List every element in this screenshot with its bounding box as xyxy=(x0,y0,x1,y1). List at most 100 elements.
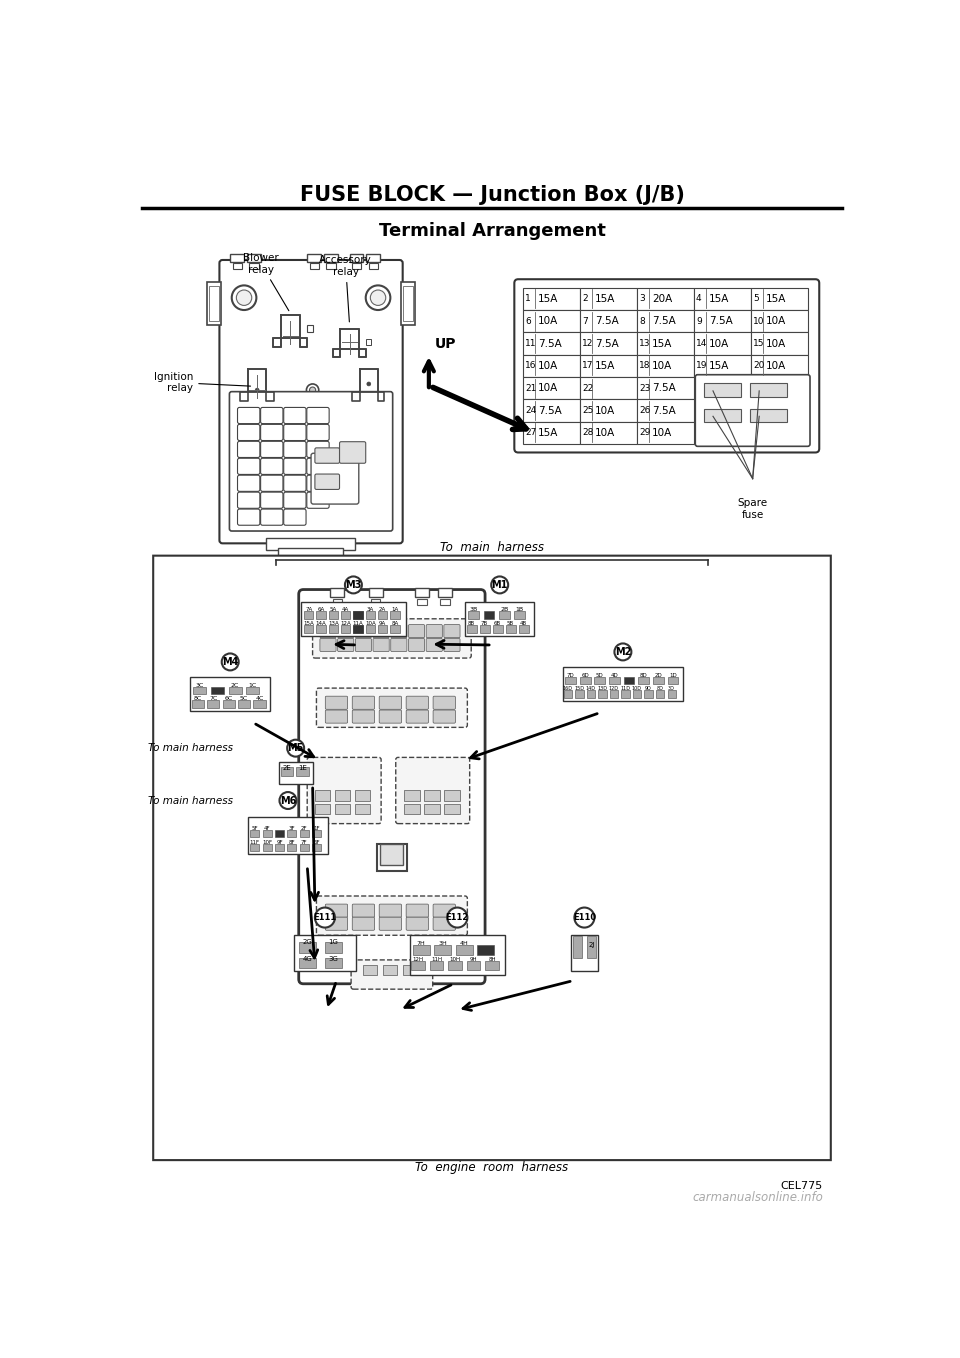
Text: 7C: 7C xyxy=(209,697,218,701)
Circle shape xyxy=(614,644,632,660)
FancyBboxPatch shape xyxy=(695,375,810,447)
Bar xyxy=(355,804,371,815)
FancyBboxPatch shape xyxy=(379,697,401,709)
Bar xyxy=(523,399,580,422)
Text: 7A: 7A xyxy=(305,607,312,612)
Text: 2G: 2G xyxy=(302,940,312,945)
Text: 7.5A: 7.5A xyxy=(652,383,676,394)
Bar xyxy=(636,399,694,422)
Polygon shape xyxy=(274,315,307,348)
Text: 15A: 15A xyxy=(595,361,615,371)
FancyBboxPatch shape xyxy=(260,475,283,492)
FancyBboxPatch shape xyxy=(311,454,359,504)
Text: 5: 5 xyxy=(753,295,758,303)
Text: 11D: 11D xyxy=(620,686,630,691)
Bar xyxy=(418,599,426,604)
Text: 15A: 15A xyxy=(652,338,673,349)
Text: 3A: 3A xyxy=(367,607,374,612)
Circle shape xyxy=(309,387,316,394)
Text: 3B: 3B xyxy=(469,607,478,612)
Bar xyxy=(750,383,787,397)
Bar xyxy=(297,767,309,775)
Text: 6: 6 xyxy=(525,316,531,326)
Text: 4D: 4D xyxy=(611,672,618,678)
Bar xyxy=(287,830,297,838)
Text: 6A: 6A xyxy=(318,607,324,612)
FancyBboxPatch shape xyxy=(351,960,433,989)
FancyBboxPatch shape xyxy=(284,441,306,458)
Text: 9: 9 xyxy=(696,316,702,326)
Bar xyxy=(378,625,387,633)
FancyBboxPatch shape xyxy=(315,448,340,463)
Bar xyxy=(372,599,380,604)
FancyBboxPatch shape xyxy=(260,458,283,474)
Text: 22: 22 xyxy=(582,384,593,392)
Text: 15A: 15A xyxy=(539,293,559,304)
Text: 10F: 10F xyxy=(262,839,273,845)
Bar xyxy=(367,254,380,262)
Bar xyxy=(251,830,259,838)
Bar xyxy=(324,957,342,968)
Bar xyxy=(366,625,375,633)
Bar xyxy=(275,843,284,851)
Text: 10A: 10A xyxy=(766,316,786,326)
Text: 8H: 8H xyxy=(489,957,495,963)
Text: CEL775: CEL775 xyxy=(780,1181,823,1191)
Bar xyxy=(523,422,580,444)
FancyBboxPatch shape xyxy=(570,934,598,971)
Text: 10A: 10A xyxy=(365,621,375,626)
Bar xyxy=(667,690,676,698)
FancyBboxPatch shape xyxy=(317,689,468,728)
Bar xyxy=(324,254,338,262)
Text: 1F: 1F xyxy=(313,826,320,831)
Bar xyxy=(369,588,383,598)
Text: 16: 16 xyxy=(525,361,537,371)
Bar xyxy=(335,804,350,815)
Text: 5D: 5D xyxy=(596,672,604,678)
Text: To main harness: To main harness xyxy=(148,796,232,805)
Text: 23: 23 xyxy=(639,384,651,392)
Bar xyxy=(383,966,396,975)
Bar xyxy=(480,625,490,633)
Text: Ignition
relay: Ignition relay xyxy=(154,372,251,394)
Text: 10A: 10A xyxy=(539,316,559,326)
FancyBboxPatch shape xyxy=(426,625,443,638)
Text: 9D: 9D xyxy=(645,686,652,691)
Text: 3D: 3D xyxy=(668,686,675,691)
Bar xyxy=(230,254,244,262)
Text: 10: 10 xyxy=(753,316,764,326)
Circle shape xyxy=(222,653,239,671)
Circle shape xyxy=(345,576,362,593)
Bar xyxy=(636,378,694,399)
Bar xyxy=(580,422,636,444)
FancyBboxPatch shape xyxy=(237,509,260,526)
FancyBboxPatch shape xyxy=(248,818,328,854)
Bar xyxy=(704,383,741,397)
Circle shape xyxy=(255,388,259,392)
Circle shape xyxy=(287,740,304,756)
FancyBboxPatch shape xyxy=(260,492,283,508)
Text: 15A: 15A xyxy=(595,293,615,304)
Text: To  main  harness: To main harness xyxy=(440,542,544,554)
Circle shape xyxy=(366,285,391,310)
Text: 5A: 5A xyxy=(329,607,337,612)
Text: 3F: 3F xyxy=(289,826,295,831)
Bar xyxy=(580,399,636,422)
FancyBboxPatch shape xyxy=(396,758,469,823)
FancyBboxPatch shape xyxy=(338,638,354,652)
FancyBboxPatch shape xyxy=(229,391,393,531)
FancyBboxPatch shape xyxy=(284,458,306,474)
FancyBboxPatch shape xyxy=(433,904,455,917)
FancyBboxPatch shape xyxy=(325,710,348,722)
Bar xyxy=(519,625,529,633)
Bar xyxy=(751,333,807,354)
FancyBboxPatch shape xyxy=(299,589,485,983)
Bar xyxy=(251,843,259,851)
Circle shape xyxy=(367,382,371,386)
Text: 13D: 13D xyxy=(597,686,607,691)
Text: 10A: 10A xyxy=(652,361,672,371)
Bar xyxy=(299,942,316,953)
Bar xyxy=(300,843,309,851)
Bar xyxy=(467,625,476,633)
FancyBboxPatch shape xyxy=(237,475,260,492)
